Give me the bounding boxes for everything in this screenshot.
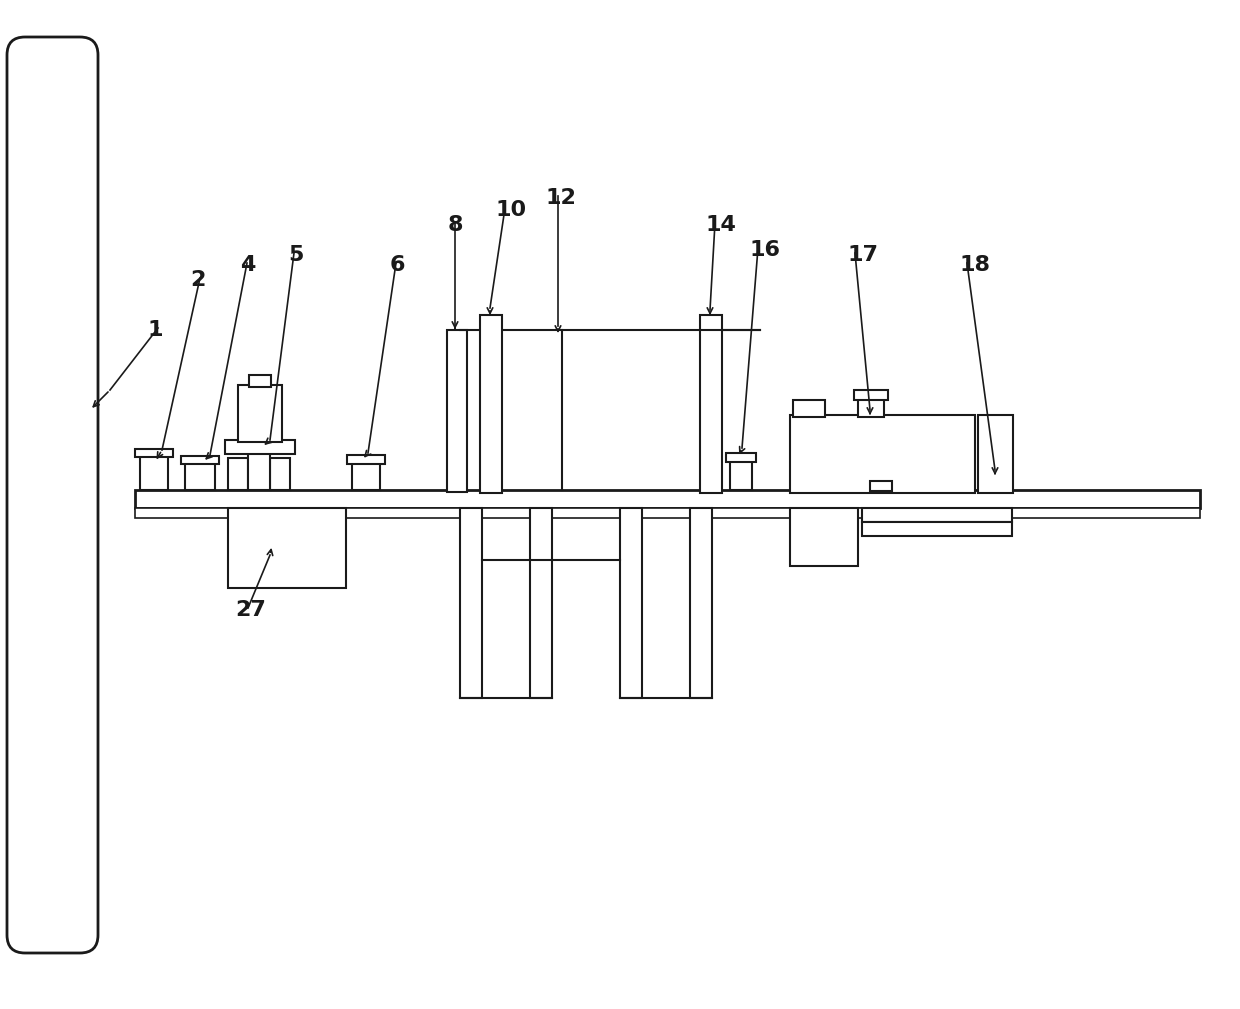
Bar	[270, 458, 290, 490]
Bar	[725, 453, 756, 462]
Bar	[870, 481, 892, 491]
Bar	[790, 508, 858, 566]
Text: 5: 5	[288, 245, 304, 265]
Text: 27: 27	[236, 600, 265, 620]
Bar	[446, 330, 467, 492]
Text: 1: 1	[148, 320, 164, 340]
Bar	[790, 415, 975, 493]
Text: 10: 10	[495, 200, 526, 220]
Bar	[224, 440, 295, 454]
Bar	[135, 490, 1200, 508]
Bar	[238, 385, 281, 442]
Bar	[135, 508, 1200, 518]
Bar	[228, 508, 346, 588]
Bar	[862, 522, 1012, 536]
Bar	[249, 375, 272, 387]
Bar	[854, 390, 888, 400]
FancyBboxPatch shape	[7, 37, 98, 952]
Bar	[620, 508, 642, 698]
Text: 12: 12	[546, 188, 575, 208]
Bar	[181, 456, 219, 464]
Bar	[460, 508, 482, 698]
Bar	[248, 452, 270, 490]
Bar	[135, 449, 174, 457]
Bar	[862, 508, 1012, 522]
Bar	[185, 462, 215, 490]
Text: 16: 16	[750, 240, 781, 260]
Text: 4: 4	[241, 255, 255, 275]
Text: 8: 8	[448, 215, 464, 235]
Bar	[529, 508, 552, 698]
Bar	[794, 400, 825, 417]
Text: 18: 18	[960, 255, 991, 275]
Bar	[978, 415, 1013, 493]
Text: 17: 17	[848, 245, 879, 265]
Bar	[480, 315, 502, 493]
Text: 6: 6	[391, 255, 405, 275]
Bar	[140, 455, 167, 490]
Bar	[858, 398, 884, 417]
Bar	[228, 458, 248, 490]
Bar	[352, 462, 379, 490]
Bar	[347, 455, 384, 464]
Text: 14: 14	[706, 215, 735, 235]
Bar	[701, 315, 722, 493]
Bar	[730, 460, 751, 490]
Bar	[689, 508, 712, 698]
Text: 2: 2	[190, 270, 206, 290]
